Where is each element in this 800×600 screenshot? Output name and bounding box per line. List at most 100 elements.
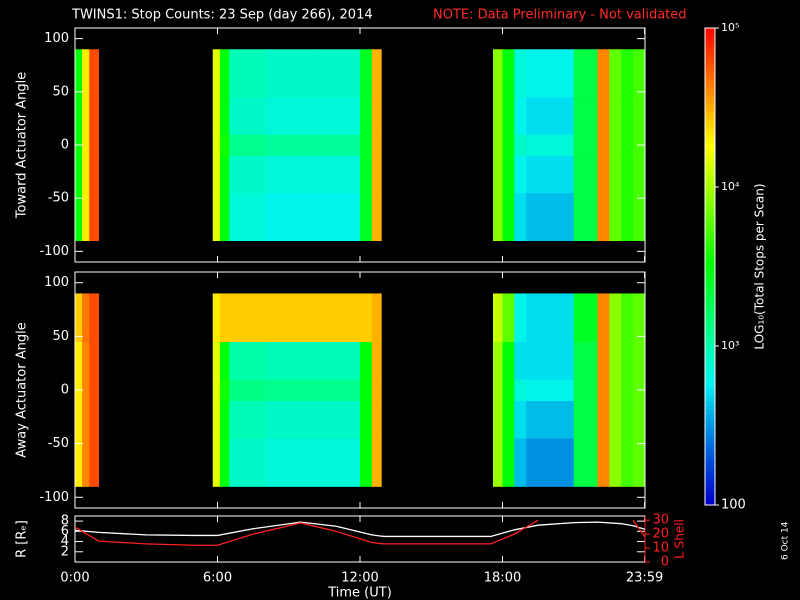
heatmap-cell <box>265 379 313 402</box>
x-tick-label: 0:00 <box>60 571 89 586</box>
heatmap-cell <box>573 293 598 343</box>
colorbar-step <box>705 489 715 494</box>
heatmap-cell <box>526 438 575 487</box>
colorbar-step <box>705 377 715 383</box>
heatmap-cell <box>493 97 503 135</box>
heatmap-cell <box>219 341 230 380</box>
heatmap-cell <box>514 400 527 439</box>
y2-axis-label: L Shell <box>673 519 687 559</box>
heatmap-cell <box>514 192 527 242</box>
colorbar-step <box>705 409 715 415</box>
colorbar-step <box>705 59 715 65</box>
heatmap-cell <box>502 341 515 380</box>
heatmap-cell <box>82 438 90 487</box>
heatmap-cell <box>621 192 634 242</box>
heatmap-cell <box>609 379 622 402</box>
colorbar-step <box>705 485 715 490</box>
heatmap-cell <box>609 97 622 135</box>
colorbar-tick-label: 10⁵ <box>721 21 739 34</box>
colorbar-step <box>705 202 715 208</box>
colorbar-step <box>705 139 715 144</box>
heatmap-cell <box>82 97 90 135</box>
heatmap-cell <box>371 49 382 98</box>
y-tick-label: 50 <box>52 84 69 99</box>
y-tick-label: 2 <box>61 544 69 559</box>
heatmap-cell <box>573 379 598 402</box>
colorbar-step <box>705 278 715 283</box>
heatmap-cell <box>526 134 575 156</box>
heatmap-cell <box>633 97 646 135</box>
heatmap-cell <box>597 97 610 135</box>
heatmap-cell <box>493 134 503 156</box>
heatmap-cell <box>609 293 622 343</box>
colorbar-step <box>705 198 715 204</box>
colorbar-step <box>705 429 715 434</box>
y-axis-label: Toward Actuator Angle <box>15 72 30 219</box>
heatmap-cell <box>502 134 515 156</box>
heatmap-cell <box>514 155 527 194</box>
colorbar-step <box>705 477 715 482</box>
x-tick-label: 23:59 <box>626 571 663 586</box>
x-tick-label: 6:00 <box>203 571 232 586</box>
y2-tick-label: 0 <box>661 555 669 570</box>
colorbar-step <box>705 35 715 41</box>
heatmap-cell <box>633 293 646 343</box>
heatmap-cell <box>573 438 598 487</box>
colorbar-step <box>705 115 715 120</box>
series-line <box>75 519 645 546</box>
heatmap-cell <box>265 438 313 487</box>
heatmap-cell <box>597 438 610 487</box>
colorbar-step <box>705 361 715 367</box>
colorbar-step <box>705 405 715 411</box>
x-tick-label: 12:00 <box>341 571 378 586</box>
colorbar-frame <box>704 27 716 506</box>
colorbar-step <box>705 330 715 335</box>
colorbar-step <box>705 353 715 359</box>
heatmap-cell <box>265 293 313 343</box>
colorbar-step <box>705 365 715 371</box>
colorbar-label: LOG₁₀(Total Stops per Scan) <box>753 183 767 349</box>
colorbar-step <box>705 326 715 331</box>
colorbar-step <box>705 449 715 454</box>
heatmap-cell <box>229 134 266 156</box>
colorbar-step <box>705 190 715 196</box>
heatmap-cell <box>526 341 575 380</box>
y-tick-label: -100 <box>39 244 69 259</box>
colorbar-step <box>705 179 715 184</box>
colorbar-step <box>705 465 715 470</box>
y2-tick-label: 10 <box>652 541 669 556</box>
heatmap-cell <box>526 379 575 402</box>
heatmap-cell <box>219 400 230 439</box>
colorbar-step <box>705 167 715 172</box>
heatmap-cell <box>219 134 230 156</box>
y-axis-label: Away Actuator Angle <box>15 322 30 457</box>
heatmap-cell <box>573 97 598 135</box>
colorbar-step <box>705 497 715 502</box>
heatmap-cell <box>597 134 610 156</box>
heatmap-cell <box>219 293 230 343</box>
colorbar-step <box>705 274 715 279</box>
heatmap-cell <box>371 400 382 439</box>
colorbar-step <box>705 433 715 438</box>
y2-tick-label: 30 <box>652 513 669 528</box>
heatmap-cell <box>75 293 83 343</box>
colorbar-step <box>705 369 715 375</box>
heatmap-cell <box>89 400 100 439</box>
colorbar-step <box>705 242 715 248</box>
heatmap-cell <box>212 379 221 402</box>
heatmap-cell <box>493 379 503 402</box>
heatmap-cell <box>219 97 230 135</box>
heatmap-cell <box>526 49 575 98</box>
colorbar-step <box>705 306 715 311</box>
colorbar-step <box>705 314 715 319</box>
heatmap-cell <box>82 155 90 194</box>
heatmap-cell <box>82 293 90 343</box>
colorbar-step <box>705 159 715 164</box>
colorbar-step <box>705 413 715 419</box>
heatmap-cell <box>82 341 90 380</box>
colorbar-step <box>705 103 715 108</box>
heatmap-cell <box>312 293 361 343</box>
heatmap-cell <box>312 155 361 194</box>
heatmap-cell <box>371 438 382 487</box>
heatmap-cell <box>265 192 313 242</box>
